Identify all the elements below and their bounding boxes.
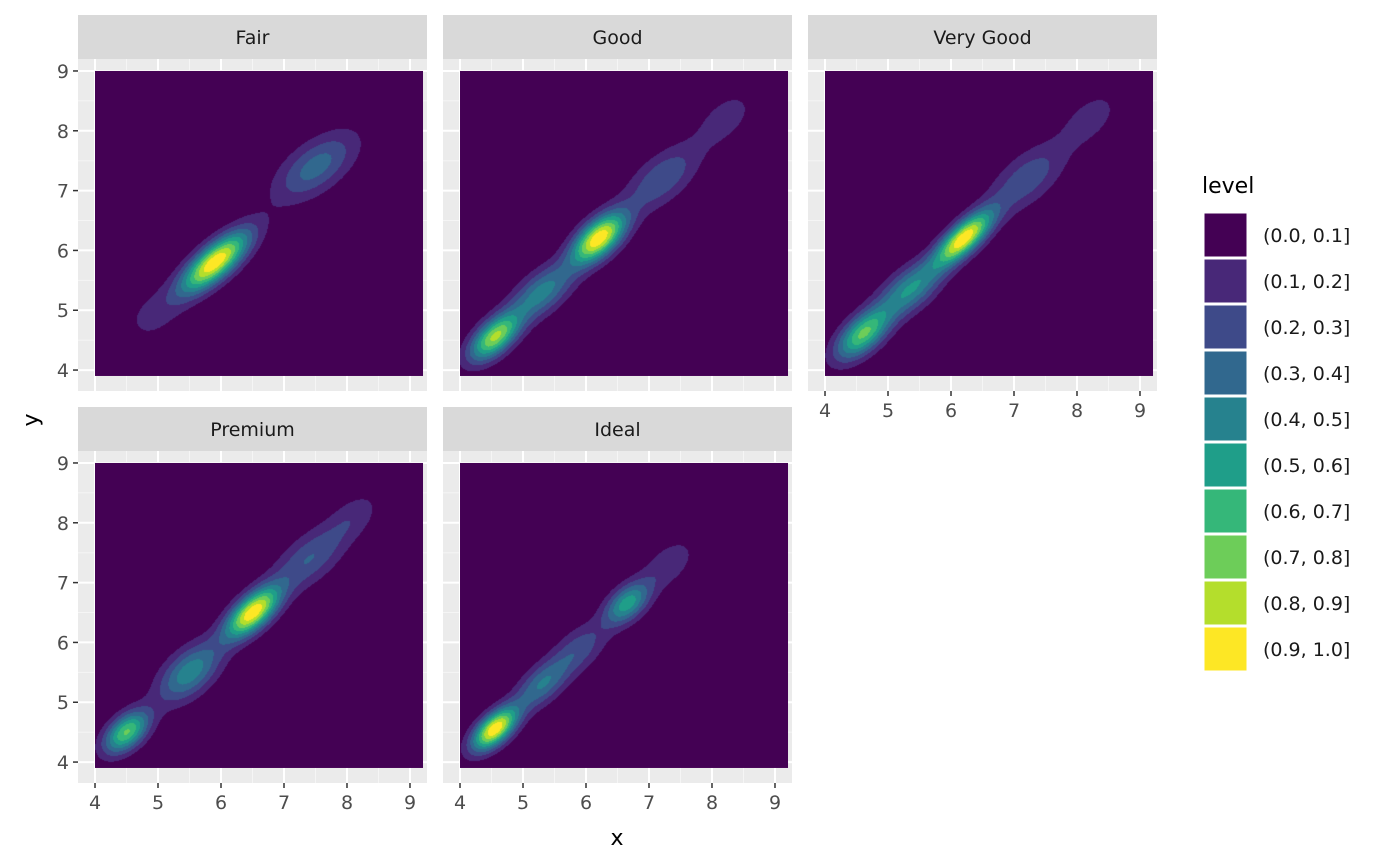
density-contour-fill (825, 70, 1154, 376)
legend-key (1203, 534, 1248, 580)
facet-good: Good (443, 15, 792, 391)
legend-item: (0.0, 0.1] (1203, 212, 1350, 258)
legend-label: (0.3, 0.4] (1263, 363, 1350, 385)
x-tick-label: 9 (1134, 400, 1146, 422)
y-tick-label: 8 (57, 121, 69, 143)
legend-label: (0.5, 0.6] (1263, 455, 1350, 477)
facet-strip (78, 15, 427, 59)
y-tick-label: 7 (57, 573, 69, 595)
legend-item: (0.5, 0.6] (1203, 442, 1350, 488)
x-tick-label: 8 (341, 792, 353, 814)
legend-key (1203, 442, 1248, 488)
legend-item: (0.8, 0.9] (1203, 580, 1350, 626)
x-tick-label: 7 (278, 792, 290, 814)
legend-item: (0.2, 0.3] (1203, 304, 1350, 350)
x-tick-label: 4 (89, 792, 101, 814)
legend-item: (0.1, 0.2] (1203, 258, 1350, 304)
x-axis-title: x (610, 826, 623, 851)
legend-item: (0.6, 0.7] (1203, 488, 1350, 534)
x-tick-label: 4 (454, 792, 466, 814)
facet-strip (78, 407, 427, 451)
y-tick-label: 4 (57, 360, 69, 382)
x-tick-label: 7 (1008, 400, 1020, 422)
facet-ideal: Ideal 4 5 6 7 8 9 (443, 407, 792, 814)
facet-very-good: Very Good 4 5 6 7 8 9 (808, 15, 1157, 422)
legend-key (1203, 258, 1248, 304)
y-axis-title: y (19, 413, 44, 426)
facet-strip-label: Ideal (594, 419, 640, 441)
legend-key (1203, 626, 1248, 672)
y-tick-label: 6 (57, 240, 69, 262)
facet-premium: Premium 4 5 6 7 8 9 4 5 6 7 8 9 (57, 407, 427, 814)
density-contour-fill (95, 462, 424, 768)
legend-title: level (1202, 174, 1254, 199)
x-tick-label: 7 (643, 792, 655, 814)
facet-fair: Fair 4 5 6 7 8 9 (57, 15, 427, 391)
facet-strip-label: Fair (236, 27, 270, 49)
x-tick-label: 4 (819, 400, 831, 422)
x-tick-label: 8 (1071, 400, 1083, 422)
y-tick-label: 6 (57, 632, 69, 654)
x-tick-label: 5 (882, 400, 894, 422)
facet-strip (443, 15, 792, 59)
legend-key (1203, 580, 1248, 626)
legend-label: (0.7, 0.8] (1263, 547, 1350, 569)
facet-strip-label: Very Good (933, 27, 1031, 49)
legend-item: (0.9, 1.0] (1203, 626, 1350, 672)
x-tick-label: 6 (580, 792, 592, 814)
legend-label: (0.4, 0.5] (1263, 409, 1350, 431)
legend-label: (0.6, 0.7] (1263, 501, 1350, 523)
legend-key (1203, 304, 1248, 350)
legend: level (0.0, 0.1] (0.1, 0.2] (0.2, 0.3] (0.3… (1202, 174, 1350, 672)
legend-key (1203, 488, 1248, 534)
panels-layer: Fair 4 5 6 7 8 9 Good Very Good 4 5 6 7 8 9 Premium 4 5 6 7… (57, 15, 1157, 814)
legend-key (1203, 212, 1248, 258)
legend-item: (0.3, 0.4] (1203, 350, 1350, 396)
y-tick-label: 7 (57, 181, 69, 203)
y-tick-label: 5 (57, 300, 69, 322)
legend-label: (0.0, 0.1] (1263, 225, 1350, 247)
x-tick-label: 5 (517, 792, 529, 814)
x-tick-label: 6 (945, 400, 957, 422)
x-tick-label: 5 (152, 792, 164, 814)
y-tick-label: 9 (57, 61, 69, 83)
density-contour-fill (460, 462, 789, 768)
legend-label: (0.8, 0.9] (1263, 593, 1350, 615)
x-tick-label: 6 (215, 792, 227, 814)
facet-strip (443, 407, 792, 451)
legend-item: (0.4, 0.5] (1203, 396, 1350, 442)
y-tick-label: 4 (57, 752, 69, 774)
x-tick-label: 8 (706, 792, 718, 814)
legend-key (1203, 350, 1248, 396)
y-tick-label: 5 (57, 692, 69, 714)
y-tick-label: 8 (57, 513, 69, 535)
legend-item: (0.7, 0.8] (1203, 534, 1350, 580)
facet-strip-label: Premium (210, 419, 295, 441)
legend-label: (0.9, 1.0] (1263, 639, 1350, 661)
x-tick-label: 9 (769, 792, 781, 814)
density-contour-fill (95, 70, 424, 376)
legend-label: (0.1, 0.2] (1263, 271, 1350, 293)
legend-key (1203, 396, 1248, 442)
density-contour-fill (460, 70, 789, 376)
x-tick-label: 9 (404, 792, 416, 814)
facet-strip-label: Good (592, 27, 642, 49)
legend-label: (0.2, 0.3] (1263, 317, 1350, 339)
y-tick-label: 9 (57, 453, 69, 475)
facet-strip (808, 15, 1157, 59)
